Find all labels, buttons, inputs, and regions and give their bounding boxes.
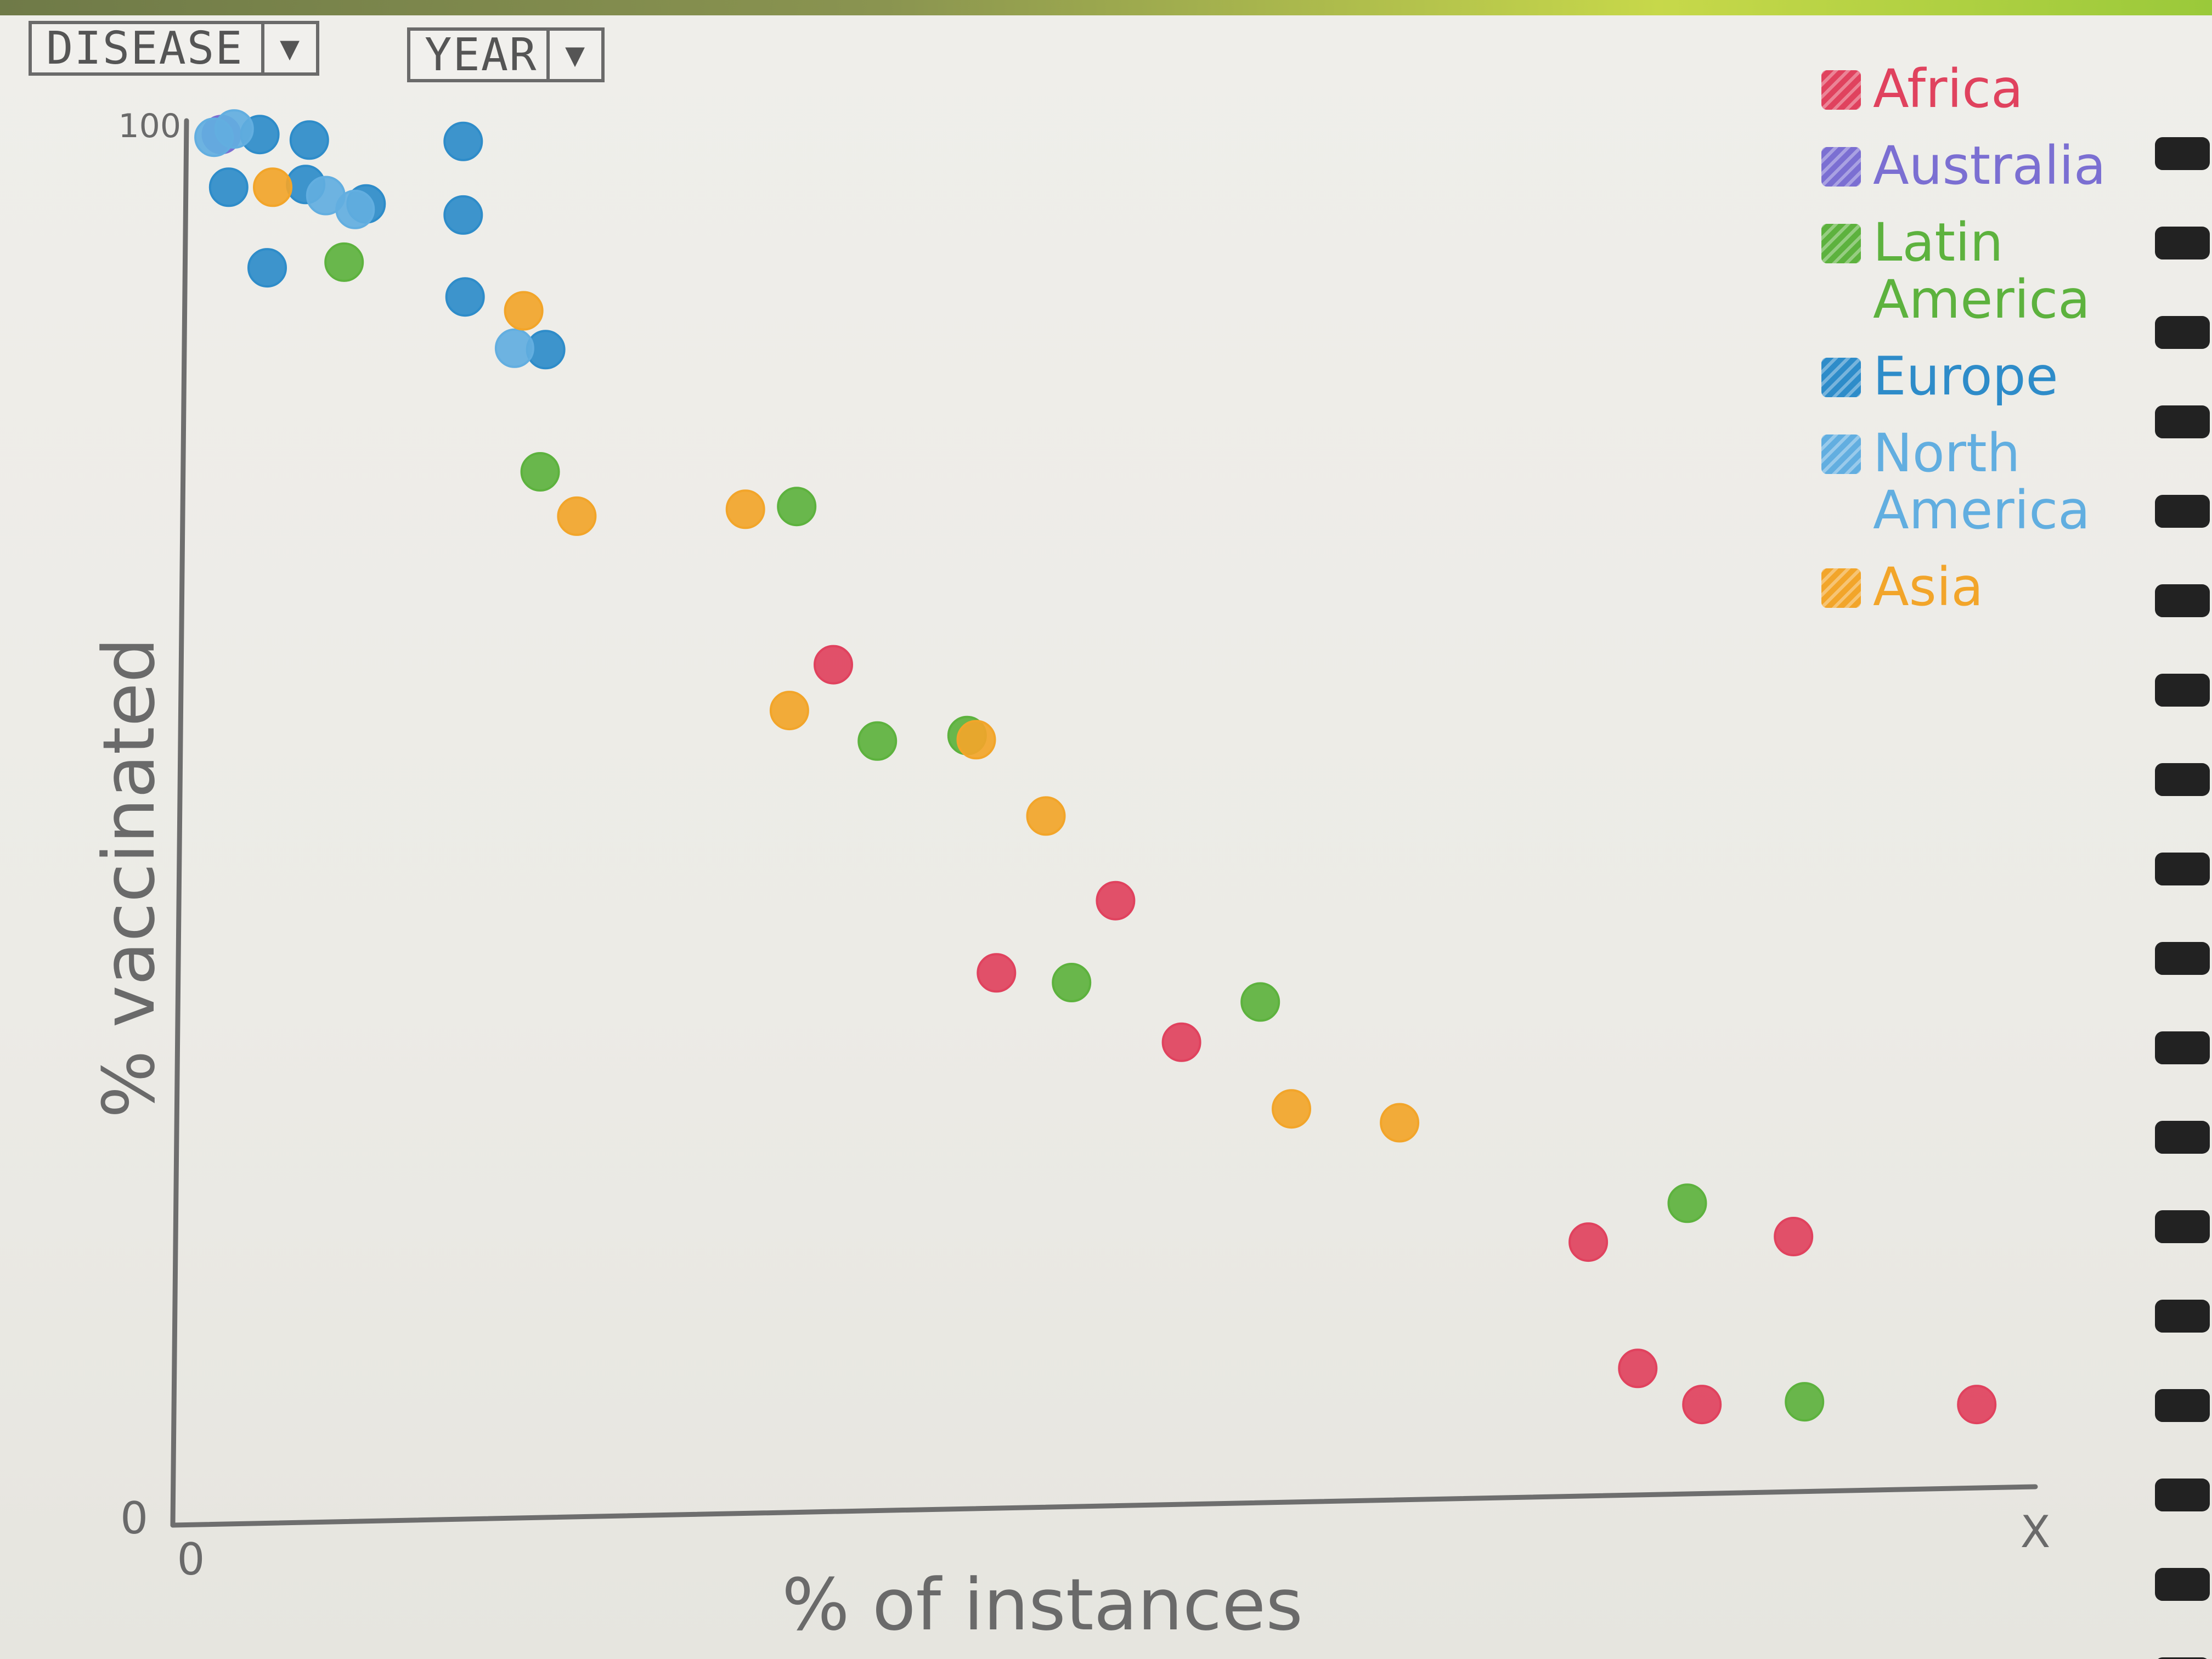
spiral-ring <box>2155 1210 2210 1243</box>
data-point-3-6 <box>443 195 483 235</box>
legend-label: North America <box>1873 422 2090 541</box>
y-tick-max: 100 <box>118 107 181 145</box>
spiral-ring <box>2155 1300 2210 1333</box>
spiral-ring <box>2155 853 2210 885</box>
spiral-ring <box>2155 1031 2210 1064</box>
data-point-5-1 <box>504 291 544 331</box>
data-point-5-0 <box>253 167 292 207</box>
data-point-2-1 <box>520 452 560 492</box>
spiral-ring <box>2155 584 2210 617</box>
data-point-5-2 <box>557 496 597 536</box>
spiral-ring <box>2155 1568 2210 1601</box>
data-point-0-5 <box>1774 1217 1814 1256</box>
chevron-down-icon[interactable]: ▼ <box>261 24 316 72</box>
data-point-3-1 <box>289 120 329 160</box>
disease-dropdown-label: DISEASE <box>46 22 244 75</box>
x-tick-max: X <box>2021 1506 2051 1558</box>
data-point-5-5 <box>769 691 809 731</box>
data-point-5-3 <box>725 489 765 529</box>
background-strip <box>0 0 2212 15</box>
data-point-4-4 <box>494 328 534 368</box>
data-point-2-5 <box>1052 963 1092 1002</box>
data-point-0-4 <box>1568 1222 1609 1262</box>
data-point-0-8 <box>1957 1385 1997 1425</box>
year-dropdown-label: YEAR <box>425 29 538 81</box>
legend-item: Australia <box>1821 137 2151 194</box>
data-point-3-8 <box>445 277 485 317</box>
data-point-2-2 <box>777 487 817 527</box>
legend: Africa Australia Latin America Europe North … <box>1821 60 2151 635</box>
spiral-ring <box>2155 495 2210 528</box>
data-point-0-3 <box>1161 1022 1201 1062</box>
legend-swatch <box>1821 224 1861 263</box>
data-point-0-2 <box>977 953 1017 993</box>
data-point-0-7 <box>1682 1385 1722 1425</box>
spiral-ring <box>2155 405 2210 438</box>
legend-item: Asia <box>1821 558 2151 616</box>
spiral-ring <box>2158 1657 2207 1659</box>
data-point-3-3 <box>208 167 249 207</box>
data-point-5-7 <box>1272 1089 1311 1129</box>
legend-item: Europe <box>1821 348 2151 405</box>
data-point-4-3 <box>335 189 375 229</box>
chevron-down-icon[interactable]: ▼ <box>546 31 601 79</box>
data-point-2-7 <box>1667 1183 1707 1223</box>
legend-item: North America <box>1821 425 2151 539</box>
spiral-ring <box>2155 942 2210 975</box>
legend-item: Latin America <box>1821 214 2151 328</box>
spiral-ring <box>2155 763 2210 796</box>
data-point-3-2 <box>443 121 483 161</box>
legend-label: Asia <box>1873 556 1984 618</box>
spiral-ring <box>2155 137 2210 170</box>
data-point-5-6 <box>1026 796 1066 836</box>
data-point-2-6 <box>1240 982 1280 1022</box>
spiral-ring <box>2155 1389 2210 1422</box>
legend-label: Africa <box>1873 58 2023 120</box>
data-point-0-0 <box>814 645 853 685</box>
data-point-4-1 <box>214 109 254 149</box>
data-point-2-8 <box>1785 1382 1825 1422</box>
y-tick-min: 0 <box>120 1493 148 1544</box>
y-axis-label: % vaccinated <box>87 637 171 1118</box>
legend-label: Europe <box>1873 346 2058 407</box>
legend-label: Latin America <box>1873 212 2090 330</box>
legend-swatch <box>1821 435 1861 474</box>
spiral-ring <box>2155 316 2210 349</box>
legend-swatch <box>1821 358 1861 397</box>
data-points <box>194 109 1997 1425</box>
y-axis <box>170 118 189 1528</box>
spiral-ring <box>2155 674 2210 707</box>
data-point-0-1 <box>1096 881 1136 921</box>
spiral-ring <box>2155 1121 2210 1154</box>
x-axis <box>170 1484 2038 1528</box>
data-point-3-7 <box>247 248 287 288</box>
year-dropdown[interactable]: YEAR ▼ <box>407 27 605 82</box>
x-tick-min: 0 <box>177 1534 205 1585</box>
x-axis-label: % of instances <box>782 1563 1303 1646</box>
legend-item: Africa <box>1821 60 2151 117</box>
data-point-0-6 <box>1618 1348 1658 1389</box>
data-point-2-0 <box>324 242 364 282</box>
legend-label: Australia <box>1873 135 2106 196</box>
spiral-ring <box>2155 227 2210 259</box>
notebook-spiral <box>2155 137 2210 1659</box>
data-point-2-3 <box>857 721 898 761</box>
legend-swatch <box>1821 70 1861 110</box>
legend-swatch <box>1821 147 1861 187</box>
data-point-5-4 <box>956 720 996 760</box>
data-point-5-8 <box>1380 1103 1420 1143</box>
spiral-ring <box>2155 1479 2210 1511</box>
disease-dropdown[interactable]: DISEASE ▼ <box>29 21 319 76</box>
legend-swatch <box>1821 568 1861 608</box>
